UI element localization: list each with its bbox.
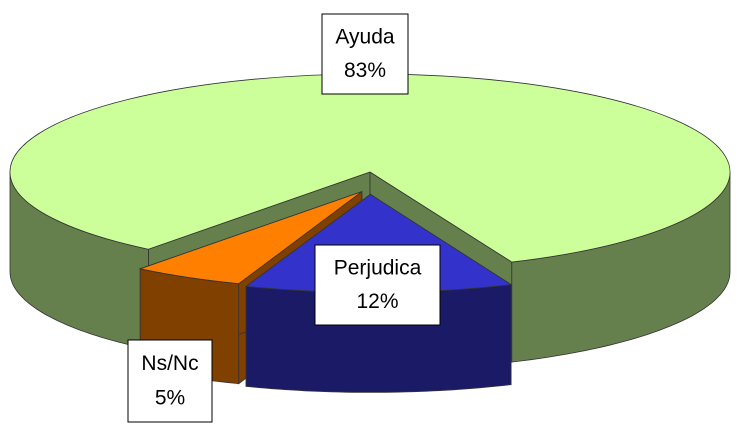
label-box — [321, 13, 409, 95]
value-label: 5% — [155, 387, 185, 410]
slice-label: Perjudica — [334, 257, 422, 280]
label-box — [314, 244, 441, 326]
slice-label: Ayuda — [335, 26, 394, 49]
slice-label: Ns/Nc — [141, 352, 198, 375]
slice-top — [9, 73, 731, 263]
pie-slice — [245, 193, 513, 393]
label-box — [127, 339, 213, 423]
value-label: 12% — [356, 290, 398, 313]
slice-top — [138, 191, 363, 285]
value-label: 83% — [344, 59, 386, 82]
